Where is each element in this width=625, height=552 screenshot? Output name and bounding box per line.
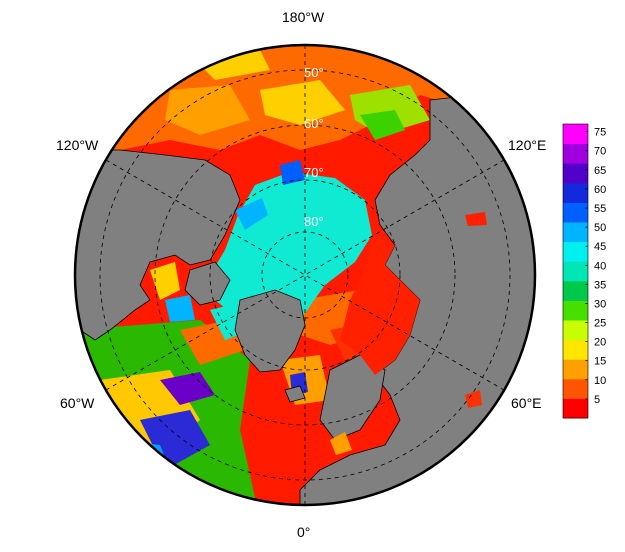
lat-label-50: 50° <box>304 65 324 80</box>
colorbar-cell <box>563 280 588 301</box>
colorbar-tick-label: 60 <box>594 184 606 196</box>
latitude-circle-70 <box>209 179 401 371</box>
colorbar-tick-label: 40 <box>594 260 606 272</box>
colorbar-tick-label: 10 <box>594 375 606 387</box>
colorbar-tick-label: 25 <box>594 318 606 330</box>
lon-label-top: 180°W <box>282 9 325 25</box>
colorbar-cell <box>563 398 588 419</box>
land-layer <box>75 94 535 505</box>
colorbar-cells <box>563 124 588 419</box>
map-border <box>73 43 537 507</box>
colorbar-ticks: 75 70 65 60 55 50 45 40 35 30 25 20 15 10 5 <box>585 127 606 406</box>
lon-label-lower-right: 60°E <box>511 395 542 411</box>
colorbar-tick-label: 15 <box>594 356 606 368</box>
lat-label-70: 70° <box>304 165 324 180</box>
colorbar-tick-label: 5 <box>594 394 600 406</box>
colorbar-cell <box>563 378 588 399</box>
colorbar-cell <box>563 241 588 262</box>
colorbar: 75 70 65 60 55 50 45 40 35 30 25 20 15 10 5 <box>562 123 606 419</box>
colorbar-tick-label: 70 <box>594 146 606 158</box>
lat-label-80: 80° <box>304 214 324 229</box>
colorbar-tick-label: 45 <box>594 241 606 253</box>
colorbar-tick-label: 30 <box>594 298 606 310</box>
colorbar-cell <box>563 300 588 321</box>
lon-label-bottom: 0° <box>297 524 310 540</box>
latitude-labels: 50° 60° 70° 80° <box>304 65 324 229</box>
greenland-landmass <box>234 289 306 373</box>
colorbar-cell <box>563 143 588 164</box>
colorbar-tick-label: 75 <box>594 127 606 139</box>
lat-label-60: 60° <box>304 116 324 131</box>
colorbar-cell <box>563 182 588 203</box>
map-disk: 50° 60° 70° 80° <box>73 43 537 507</box>
colorbar-tick-label: 65 <box>594 165 606 177</box>
graticule <box>99 45 511 505</box>
longitude-labels: 180°W 120°W 120°E 60°W 60°E 0° <box>56 9 546 540</box>
lon-label-upper-left: 120°W <box>56 137 99 153</box>
colorbar-tick-label: 50 <box>594 222 606 234</box>
lon-label-upper-right: 120°E <box>508 137 546 153</box>
colorbar-frame <box>562 123 589 419</box>
colorbar-cell <box>563 163 588 184</box>
colorbar-cell <box>563 222 588 243</box>
colorbar-cell <box>563 339 588 360</box>
colorbar-cell <box>563 261 588 282</box>
north-america-landmass <box>75 149 241 341</box>
colorbar-cell <box>563 320 588 341</box>
colorbar-tick-label: 20 <box>594 337 606 349</box>
colorbar-cell <box>563 124 588 145</box>
coastal-field-layer <box>330 212 487 455</box>
lon-label-lower-left: 60°W <box>60 395 95 411</box>
colorbar-tick-label: 55 <box>594 203 606 215</box>
colorbar-cell <box>563 202 588 223</box>
colorbar-tick-label: 35 <box>594 279 606 291</box>
canadian-archipelago <box>184 261 231 306</box>
colorbar-cell <box>563 359 588 380</box>
